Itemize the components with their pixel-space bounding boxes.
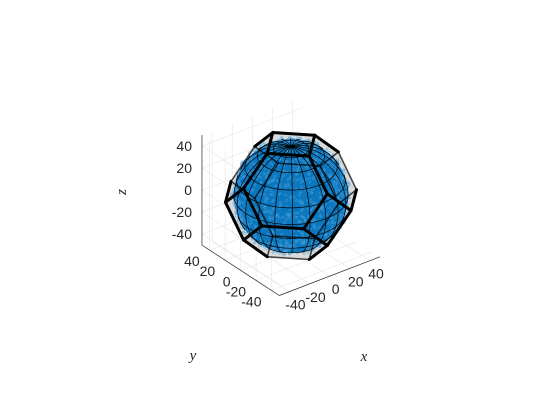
x-tick-label: 0: [332, 281, 340, 297]
y-tick-label: 0: [223, 273, 231, 289]
y-axis-label: y: [188, 348, 197, 364]
x-tick-label: 20: [348, 274, 364, 290]
x-tick-label: 40: [368, 266, 384, 282]
z-tick-label: -40: [172, 226, 192, 242]
z-tick-label: 20: [176, 160, 192, 176]
z-axis-label: z: [114, 189, 130, 196]
y-tick-label: 20: [200, 263, 216, 279]
x-tick-label: -20: [305, 289, 325, 305]
x-axis-label: x: [360, 349, 368, 365]
x-axis-line: [279, 257, 380, 296]
z-tick-label: 40: [176, 138, 192, 154]
y-tick-label: 40: [184, 253, 200, 269]
z-tick-label: -20: [172, 204, 192, 220]
x-tick-label: -40: [285, 297, 305, 313]
z-tick-label: 0: [184, 182, 192, 198]
